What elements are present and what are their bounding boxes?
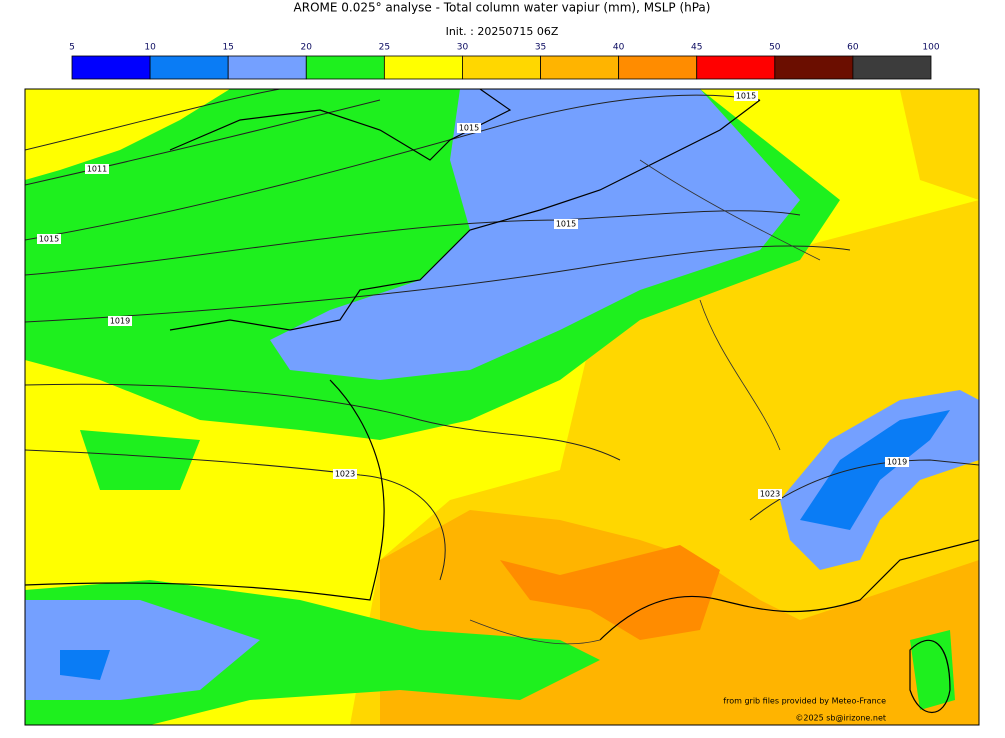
- colorbar-segment: [149, 55, 229, 80]
- isobar-label: 1011: [87, 165, 107, 174]
- colorbar-segment: [305, 55, 385, 80]
- colorbar-tick-label: 45: [691, 43, 702, 53]
- isobar-label-bg: [554, 219, 578, 229]
- isobar-label: 1015: [459, 124, 479, 133]
- isobar-label: 1015: [556, 220, 576, 229]
- isobar-label-bg: [758, 489, 782, 499]
- colorbar-segment: [618, 55, 698, 80]
- isobar-label: 1023: [760, 490, 780, 499]
- isobar-label-bg: [108, 316, 132, 326]
- isobar-label-bg: [37, 234, 61, 244]
- credit: from grib files provided by Meteo-France: [723, 697, 886, 706]
- title: AROME 0.025° analyse - Total column wate…: [294, 1, 711, 15]
- isobar-label: 1015: [39, 235, 59, 244]
- credit: ©2025 sb@irizone.net: [795, 714, 886, 723]
- colorbar-segment: [540, 55, 620, 80]
- isobar-label-bg: [885, 457, 909, 467]
- colorbar-tick-label: 15: [222, 43, 233, 53]
- colorbar-tick-label: 40: [613, 43, 625, 53]
- colorbar-tick-label: 35: [535, 43, 546, 53]
- colorbar-tick-label: 30: [457, 43, 469, 53]
- colorbar-tick-label: 60: [847, 43, 859, 53]
- colorbar-segment: [774, 55, 854, 80]
- isobar-label-bg: [734, 91, 758, 101]
- isobar-label: 1019: [887, 458, 907, 467]
- colorbar-segment: [852, 55, 932, 80]
- colorbar-tick-label: 100: [922, 43, 939, 53]
- map-frame: [24, 88, 980, 726]
- isobar-label-bg: [85, 164, 109, 174]
- colorbar-segment: [227, 55, 307, 80]
- colorbar-segment: [462, 55, 541, 80]
- colorbar-tick-label: 10: [144, 43, 156, 53]
- isobar-label-bg: [457, 123, 481, 133]
- colorbar-segment: [696, 55, 776, 80]
- isobar-label: 1023: [335, 470, 355, 479]
- colorbar-tick-label: 50: [769, 43, 781, 53]
- colorbar-segment: [71, 55, 151, 80]
- isobar-label: 1019: [110, 317, 130, 326]
- colorbar-tick-label: 20: [301, 43, 313, 53]
- colorbar-tick-label: 5: [69, 43, 75, 53]
- colorbar-segment: [383, 55, 463, 80]
- colorbar-tick-label: 25: [379, 43, 390, 53]
- map: [25, 89, 979, 725]
- isobar-label: 1015: [736, 92, 756, 101]
- isobar-label-bg: [333, 469, 357, 479]
- subtitle: Init. : 20250715 06Z: [446, 25, 559, 38]
